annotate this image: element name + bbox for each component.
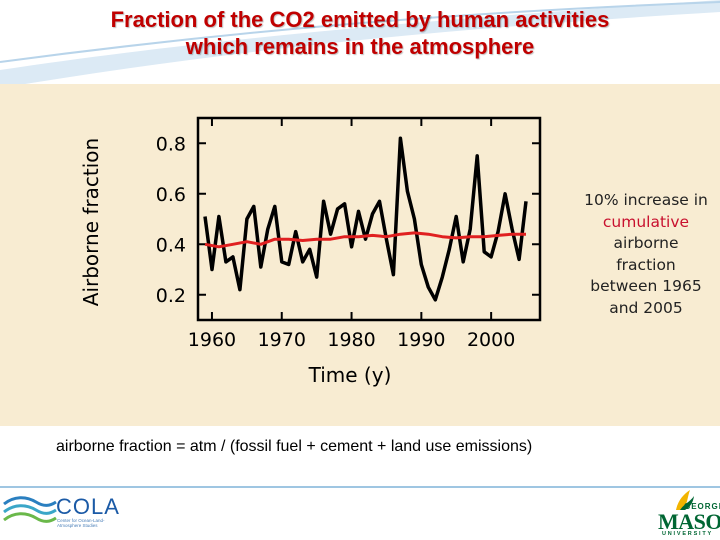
airborne-fraction-chart: 1960 1970 1980 1990 2000 0.2 0.4 0.6 0.8 Time (… bbox=[79, 116, 542, 387]
gmu-logo-university: UNIVERSITY bbox=[662, 531, 714, 537]
gmu-logo-george: GEORGE bbox=[684, 502, 720, 511]
annotation-line-5: between 1965 bbox=[590, 277, 702, 295]
y-tick-label: 0.2 bbox=[156, 285, 186, 307]
cola-logo-waves bbox=[3, 496, 57, 523]
cola-logo-subtitle: Center for Ocean-Land-Atmosphere Studies bbox=[57, 518, 105, 528]
gmu-logo-mason: MASON bbox=[658, 509, 720, 534]
x-tick-label: 1960 bbox=[188, 329, 236, 351]
annotation-line-1: 10% increase in bbox=[584, 191, 708, 209]
cumulative-airborne-fraction-line bbox=[204, 231, 526, 249]
annotation-line-3: airborne bbox=[613, 234, 679, 252]
x-tick-label: 1980 bbox=[327, 329, 375, 351]
y-tick-label: 0.4 bbox=[156, 234, 186, 256]
airborne-fraction-formula: airborne fraction = atm / (fossil fuel +… bbox=[56, 438, 533, 455]
annotation-line-6: and 2005 bbox=[609, 298, 683, 317]
increase-annotation: 10% increase in cumulative airborne frac… bbox=[572, 190, 720, 319]
annual-airborne-fraction-line bbox=[203, 136, 528, 302]
y-tick-label: 0.8 bbox=[156, 133, 186, 155]
x-tick-label: 2000 bbox=[467, 329, 515, 351]
header-swoosh-decoration bbox=[0, 0, 720, 88]
cola-logo-text: COLA bbox=[56, 494, 120, 519]
footer-divider bbox=[0, 486, 720, 488]
x-axis-label: Time (y) bbox=[308, 363, 392, 387]
x-axis: 1960 1970 1980 1990 2000 bbox=[188, 118, 515, 351]
slide-title: Fraction of the CO2 emitted by human act… bbox=[0, 6, 720, 60]
x-tick-label: 1970 bbox=[258, 329, 306, 351]
chart-panel bbox=[0, 84, 720, 426]
plot-frame bbox=[196, 116, 542, 322]
y-axis-label: Airborne fraction bbox=[79, 138, 103, 306]
y-tick-label: 0.6 bbox=[156, 184, 186, 206]
x-tick-label: 1990 bbox=[397, 329, 445, 351]
title-line-1: Fraction of the CO2 emitted by human act… bbox=[110, 7, 610, 32]
annotation-line-2: cumulative bbox=[602, 212, 690, 231]
title-line-2: which remains in the atmosphere bbox=[185, 34, 535, 59]
gmu-logo-flame bbox=[676, 490, 694, 510]
annotation-line-4: fraction bbox=[616, 255, 676, 274]
y-axis: 0.2 0.4 0.6 0.8 bbox=[156, 133, 540, 307]
